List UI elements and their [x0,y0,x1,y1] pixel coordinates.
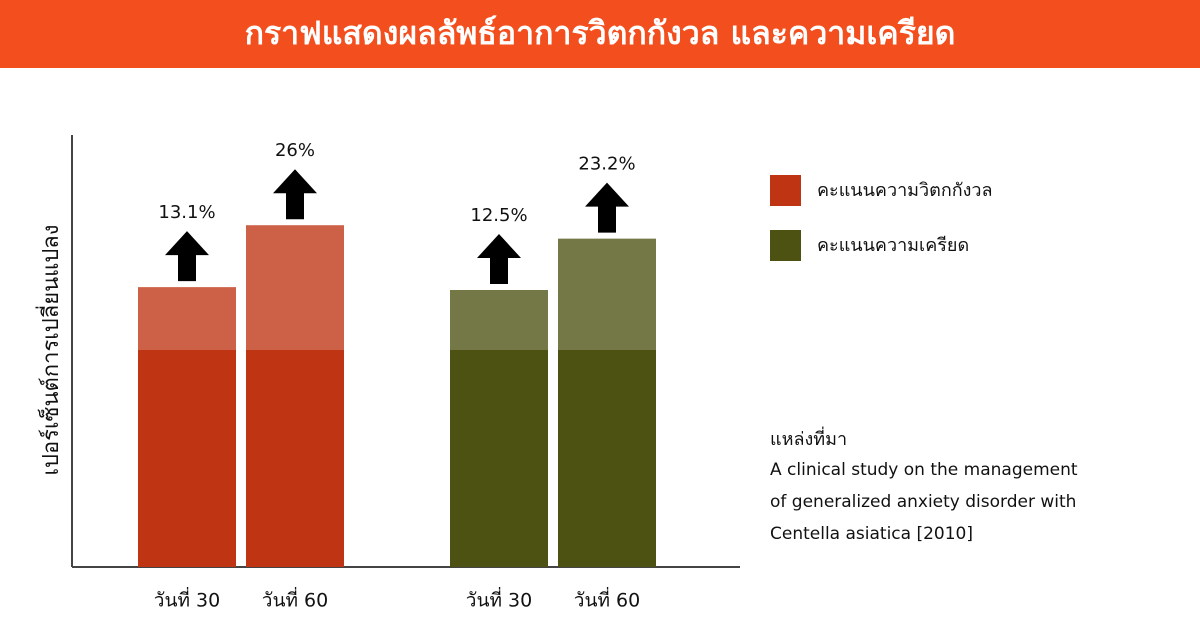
bar-base [450,350,548,567]
x-tick-label: วันที่ 60 [574,587,640,612]
legend-label: คะแนนความเครียด [817,235,969,256]
x-tick-label: วันที่ 30 [466,587,532,612]
source-label: แหล่งที่มา [770,426,847,450]
chart-title: กราฟแสดงผลลัพธ์อาการวิตกกังวล และความเคร… [245,14,956,52]
bar [138,287,236,350]
value-label: 26% [275,140,315,161]
bar [558,238,656,350]
arrow [585,182,629,233]
bar [246,225,344,350]
bar-base [138,350,236,567]
arrow [165,231,209,282]
x-tick-label: วันที่ 60 [262,587,328,612]
value-label: 23.2% [578,154,635,175]
source-line: of generalized anxiety disorder with [770,492,1076,512]
title-banner [0,0,1200,68]
bar [450,290,548,350]
x-tick-label: วันที่ 30 [154,587,220,612]
arrow [477,234,521,284]
legend-swatch [770,230,801,261]
source-line: A clinical study on the management [770,460,1078,480]
y-axis-label: เปอร์เซ็นต์การเปลี่ยนแปลง [35,224,64,475]
bar-base [558,350,656,567]
legend-label: คะแนนความวิตกกังวล [817,180,993,201]
arrow [273,169,317,220]
value-label: 13.1% [158,202,215,223]
value-label: 12.5% [470,205,527,226]
source-line: Centella asiatica [2010] [770,524,973,544]
legend-swatch [770,175,801,206]
bar-base [246,350,344,567]
